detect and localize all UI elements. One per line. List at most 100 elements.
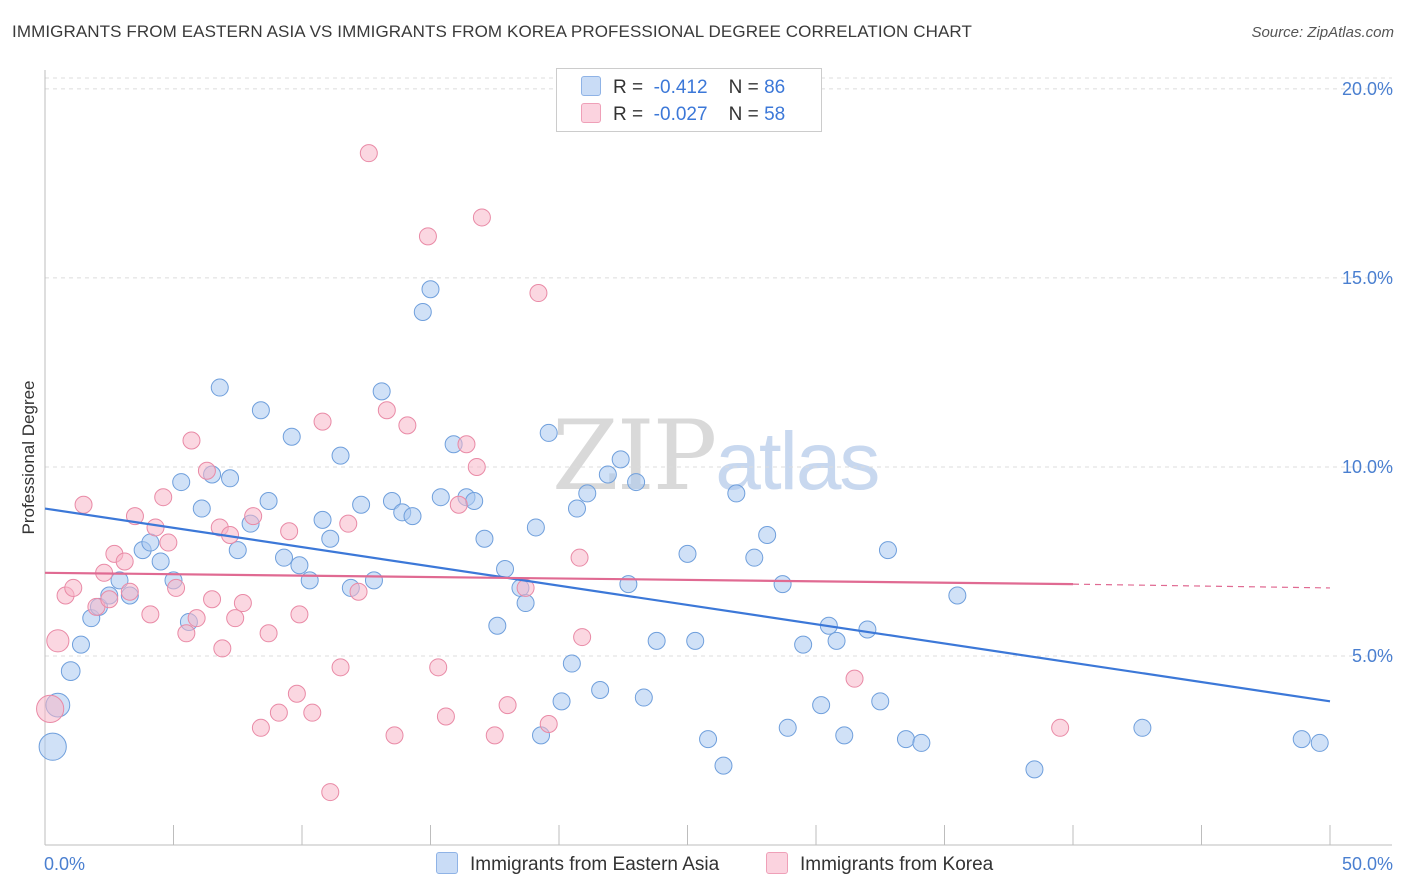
- point-korea: [159, 533, 178, 552]
- point-korea: [321, 783, 340, 802]
- point-eastern-asia: [871, 692, 890, 711]
- legend-row-korea: R = -0.027 N = 58: [581, 103, 785, 125]
- point-eastern-asia: [912, 733, 931, 752]
- point-korea: [244, 507, 263, 526]
- point-korea: [429, 658, 448, 677]
- y-tick-label: 20.0%: [1342, 79, 1393, 99]
- point-korea: [485, 726, 504, 745]
- point-eastern-asia: [321, 529, 340, 548]
- point-eastern-asia: [210, 378, 229, 397]
- y-tick-label: 15.0%: [1342, 268, 1393, 288]
- point-korea: [377, 401, 396, 420]
- point-eastern-asia: [413, 302, 432, 321]
- point-eastern-asia: [552, 692, 571, 711]
- point-eastern-asia: [578, 484, 597, 503]
- point-korea: [529, 284, 548, 303]
- point-eastern-asia: [827, 631, 846, 650]
- point-eastern-asia: [835, 726, 854, 745]
- point-korea: [280, 522, 299, 541]
- point-korea: [339, 514, 358, 533]
- point-eastern-asia: [773, 575, 792, 594]
- point-eastern-asia: [567, 499, 586, 518]
- y-axis-title: Professional Degree: [19, 380, 38, 534]
- point-eastern-asia: [221, 469, 240, 488]
- point-korea: [36, 694, 65, 724]
- legend-r-value: -0.412: [653, 77, 708, 98]
- point-eastern-asia: [1025, 760, 1044, 779]
- point-eastern-asia: [465, 491, 484, 510]
- point-eastern-asia: [192, 499, 211, 518]
- point-eastern-asia: [259, 491, 278, 510]
- point-eastern-asia: [896, 730, 915, 749]
- point-eastern-asia: [300, 571, 319, 590]
- point-korea: [259, 624, 278, 643]
- point-korea: [313, 412, 332, 431]
- point-eastern-asia: [714, 756, 733, 775]
- legend-n-value: 58: [764, 104, 786, 125]
- point-eastern-asia: [141, 533, 160, 552]
- point-eastern-asia: [331, 446, 350, 465]
- legend-swatch-korea: [581, 103, 601, 123]
- point-eastern-asia: [60, 661, 81, 681]
- point-eastern-asia: [699, 730, 718, 749]
- point-korea: [573, 628, 592, 647]
- point-eastern-asia: [290, 556, 309, 575]
- legend-r-label: R =: [613, 77, 644, 98]
- point-korea: [251, 718, 270, 737]
- x-tick-label: 50.0%: [1342, 854, 1393, 874]
- point-korea: [74, 495, 93, 514]
- point-korea: [226, 609, 245, 628]
- point-korea: [203, 590, 222, 609]
- point-korea: [213, 639, 232, 658]
- point-eastern-asia: [727, 484, 746, 503]
- point-korea: [1051, 718, 1070, 737]
- point-eastern-asia: [678, 544, 697, 563]
- series-label-korea: Immigrants from Korea: [800, 854, 994, 875]
- series-legend-eastern-asia: Immigrants from Eastern Asia: [436, 852, 719, 876]
- point-korea: [182, 431, 201, 450]
- point-korea: [64, 578, 83, 597]
- source-label: Source: ZipAtlas.com: [1251, 24, 1394, 41]
- point-eastern-asia: [745, 548, 764, 567]
- chart-title: IMMIGRANTS FROM EASTERN ASIA VS IMMIGRAN…: [12, 22, 972, 41]
- point-eastern-asia: [858, 620, 877, 639]
- point-korea: [287, 684, 306, 703]
- point-eastern-asia: [71, 635, 90, 654]
- series-legend: Immigrants from Eastern Asia Immigrants …: [0, 852, 1406, 878]
- point-korea: [349, 582, 368, 601]
- point-eastern-asia: [475, 529, 494, 548]
- point-eastern-asia: [562, 654, 581, 673]
- point-korea: [233, 594, 252, 613]
- point-eastern-asia: [251, 401, 270, 420]
- legend-n-label: N =: [728, 77, 759, 98]
- point-eastern-asia: [948, 586, 967, 605]
- series-swatch-eastern-asia: [436, 852, 458, 874]
- point-korea: [154, 488, 173, 507]
- point-eastern-asia: [421, 280, 440, 299]
- trendline-korea: [44, 571, 1074, 586]
- point-eastern-asia: [313, 510, 332, 529]
- point-eastern-asia: [488, 616, 507, 635]
- point-korea: [46, 629, 70, 653]
- point-eastern-asia: [778, 718, 797, 737]
- point-korea: [331, 658, 350, 677]
- trendline-eastern-asia: [44, 507, 1331, 703]
- point-eastern-asia: [352, 495, 371, 514]
- point-eastern-asia: [878, 541, 897, 560]
- legend-row-eastern-asia: R = -0.412 N = 86: [581, 76, 785, 98]
- point-eastern-asia: [647, 631, 666, 650]
- point-eastern-asia: [758, 526, 777, 544]
- point-eastern-asia: [539, 423, 558, 442]
- point-korea: [539, 715, 558, 734]
- point-korea: [516, 578, 535, 597]
- point-korea: [269, 703, 288, 722]
- point-eastern-asia: [110, 571, 129, 590]
- point-korea: [449, 495, 468, 514]
- point-eastern-asia: [496, 560, 515, 579]
- x-tick-label: 0.0%: [44, 854, 85, 874]
- point-eastern-asia: [228, 541, 247, 560]
- point-korea: [115, 552, 134, 571]
- point-eastern-asia: [38, 732, 67, 761]
- point-eastern-asia: [591, 681, 610, 699]
